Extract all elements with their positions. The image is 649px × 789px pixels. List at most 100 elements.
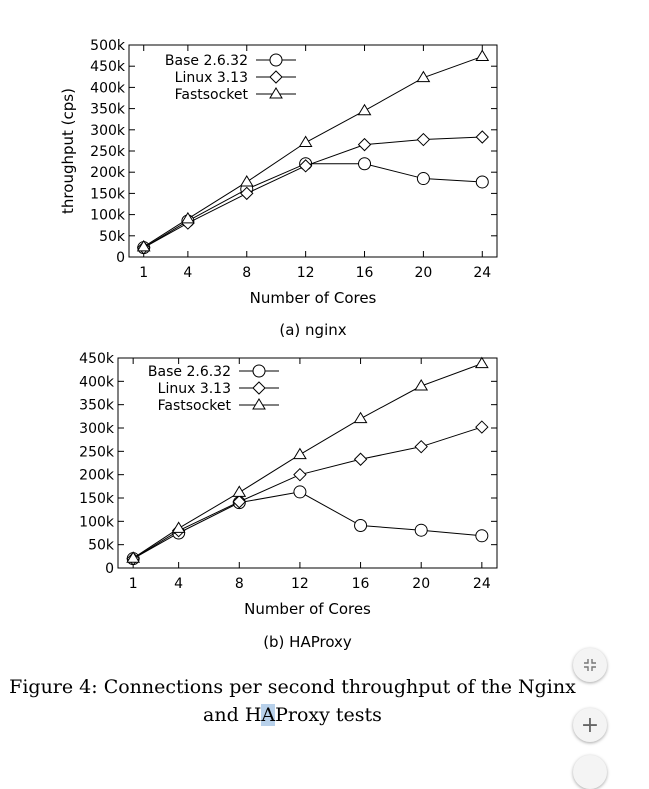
y-tick-label: 0: [105, 561, 114, 577]
series-diamond: [126, 420, 489, 566]
shrink-button[interactable]: [573, 648, 607, 682]
data-point: [354, 519, 368, 533]
text-selection-highlight[interactable]: A: [261, 704, 276, 726]
plus-icon: +: [580, 712, 600, 738]
y-tick-label: 450k: [90, 59, 126, 75]
legend-marker: [269, 70, 283, 84]
series-circle: [137, 157, 489, 255]
y-tick-label: 150k: [90, 186, 126, 202]
y-tick-label: 100k: [79, 514, 115, 530]
legend-label: Base 2.6.32: [165, 53, 248, 69]
y-tick-label: 450k: [79, 351, 115, 367]
x-tick-label: 1: [129, 576, 138, 592]
x-tick-label: 12: [291, 576, 309, 592]
data-point: [232, 485, 247, 497]
x-tick-label: 16: [352, 576, 370, 592]
y-tick-label: 350k: [79, 398, 115, 414]
data-point: [357, 137, 372, 152]
sub-caption: (a) nginx: [279, 321, 346, 339]
data-point: [416, 70, 431, 83]
legend-label: Fastsocket: [158, 398, 232, 414]
data-point: [475, 529, 489, 543]
data-point: [240, 186, 254, 201]
y-tick-label: 0: [116, 250, 125, 266]
chart-haproxy: 0 50k 100k 150k 200k 250k 300k 350k 400k 450k 1 4 8 1…: [79, 351, 498, 651]
x-tick-label: 24: [473, 265, 491, 281]
y-tick-label: 300k: [90, 123, 126, 139]
data-point: [358, 157, 372, 171]
y-tick-label: 150k: [79, 491, 115, 507]
legend-marker: [269, 53, 283, 67]
legend-marker: [252, 381, 266, 395]
plot-frame: [117, 357, 498, 569]
series-line: [143, 163, 483, 249]
series-triangle: [126, 356, 489, 563]
figure-caption: Figure 4: Connections per second through…: [0, 673, 585, 729]
data-point: [293, 467, 307, 482]
data-point: [414, 439, 428, 454]
legend-marker: [252, 364, 266, 378]
sub-caption: (b) HAProxy: [263, 633, 352, 651]
x-tick-label: 16: [356, 265, 374, 281]
caption-line-2-prefix: and H: [203, 704, 262, 726]
x-tick-label: 8: [242, 265, 251, 281]
data-point: [126, 551, 141, 563]
series-diamond: [137, 130, 489, 255]
data-point: [171, 521, 186, 533]
data-point: [416, 172, 430, 186]
x-tick-label: 20: [412, 576, 430, 592]
series-line: [132, 426, 482, 560]
y-tick-label: 50k: [99, 229, 126, 245]
data-point: [353, 452, 368, 466]
data-point: [353, 411, 368, 424]
y-tick-label: 500k: [90, 38, 126, 54]
series-circle: [126, 485, 489, 566]
legend-marker: [252, 398, 266, 410]
data-point: [416, 132, 431, 147]
data-point: [474, 356, 489, 369]
caption-line-2-suffix: Proxy tests: [275, 704, 382, 726]
y-tick-label: 300k: [79, 421, 115, 437]
y-tick-label: 200k: [90, 165, 126, 181]
y-axis-label: throughput (cps): [59, 88, 77, 214]
x-tick-label: 24: [473, 576, 491, 592]
legend-label: Linux 3.13: [158, 381, 231, 397]
y-tick-label: 250k: [90, 144, 126, 160]
figure-caption-line-2: and HAProxy tests: [0, 701, 585, 729]
series-line: [143, 136, 483, 249]
legend-label: Fastsocket: [175, 87, 249, 103]
figure-caption-line-1: Figure 4: Connections per second through…: [9, 676, 576, 698]
y-tick-label: 400k: [79, 374, 115, 390]
chart-nginx: 0 50k 100k 150k 200k 250k 300k 350k 400k 450k 500k…: [59, 38, 498, 339]
data-point: [414, 379, 429, 391]
data-point: [357, 103, 372, 116]
data-point: [232, 495, 246, 509]
more-button[interactable]: [573, 755, 607, 789]
data-point: [475, 49, 490, 61]
series-triangle: [136, 49, 490, 252]
y-tick-label: 400k: [90, 80, 126, 96]
data-point: [293, 485, 307, 499]
data-point: [293, 447, 307, 460]
data-point: [414, 523, 428, 537]
x-tick-label: 12: [297, 265, 315, 281]
legend-marker: [269, 87, 283, 99]
x-axis-label: Number of Cores: [244, 600, 371, 618]
data-point: [180, 211, 195, 224]
data-point: [239, 174, 254, 187]
y-tick-label: 350k: [90, 102, 126, 118]
collapse-arrows-icon: [584, 659, 596, 671]
x-tick-label: 20: [414, 265, 432, 281]
data-point: [298, 135, 313, 148]
data-point: [475, 175, 489, 189]
series-line: [132, 491, 482, 560]
x-tick-label: 1: [139, 265, 148, 281]
data-point: [136, 239, 151, 252]
add-button[interactable]: +: [573, 708, 607, 742]
x-tick-label: 8: [235, 576, 244, 592]
y-tick-label: 100k: [90, 208, 126, 224]
y-tick-label: 50k: [88, 538, 115, 554]
data-point: [475, 420, 489, 434]
